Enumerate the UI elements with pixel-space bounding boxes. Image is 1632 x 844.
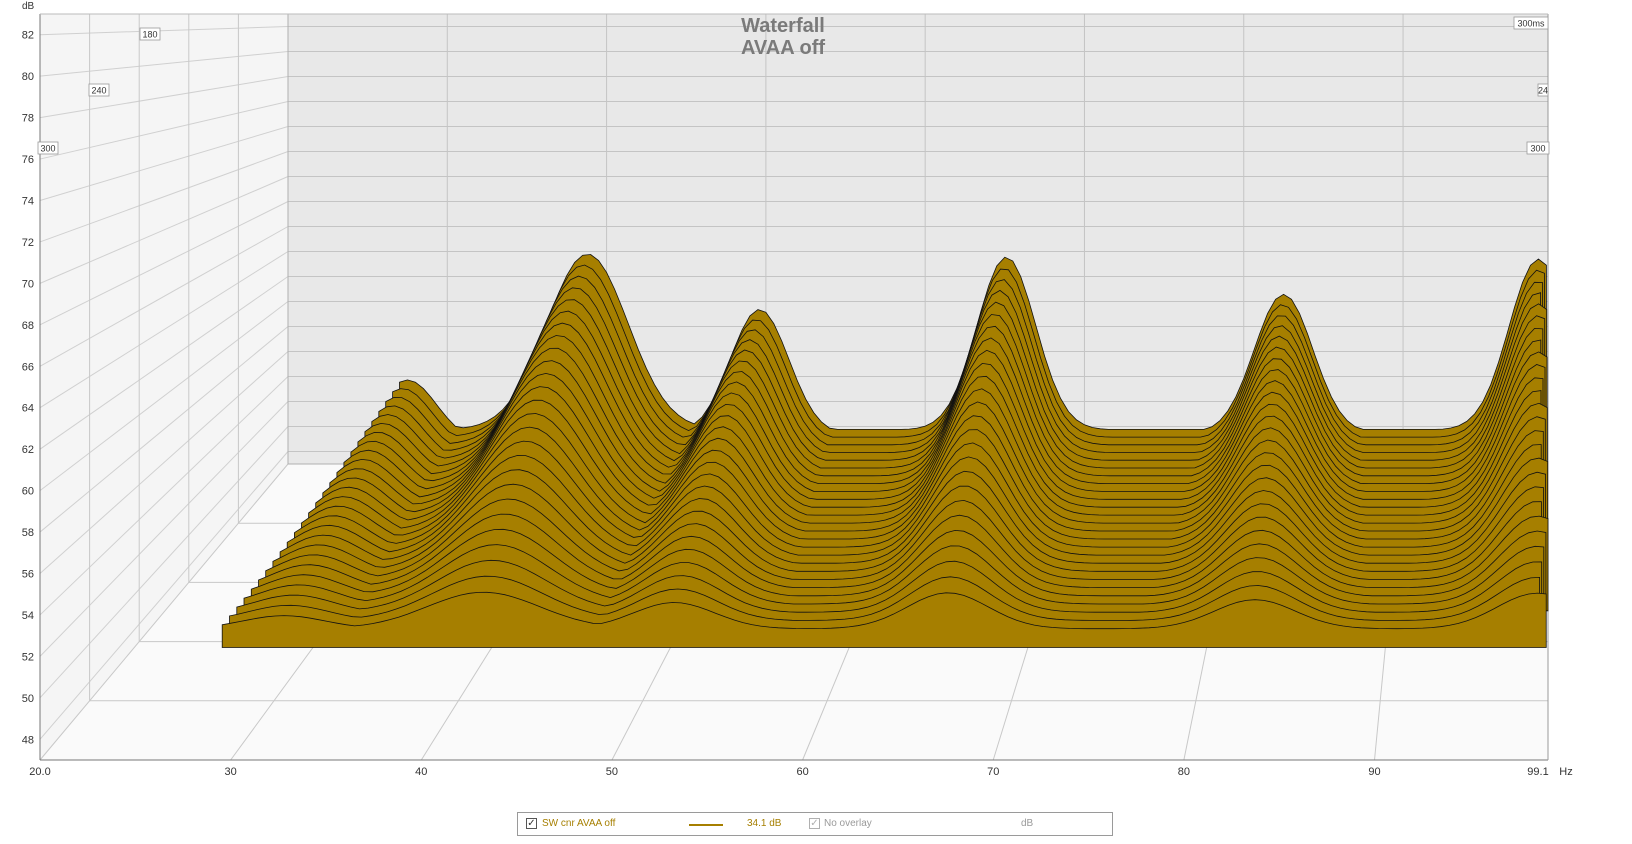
y-tick-label: 74 xyxy=(22,196,34,208)
wall-line-db xyxy=(39,451,289,740)
x-tick-label: 50 xyxy=(606,766,618,778)
wall-line-db xyxy=(39,176,289,284)
time-tag-right: 24 xyxy=(1538,86,1548,96)
y-tick-label: 62 xyxy=(22,444,34,456)
wall-line-db xyxy=(39,276,289,450)
wall-line-db xyxy=(39,301,289,492)
time-tag-left: 240 xyxy=(91,86,106,96)
wall-line-db xyxy=(39,376,289,616)
time-tag-right: 300 xyxy=(1530,144,1545,154)
legend-series-swatch xyxy=(689,824,723,826)
y-tick-label: 72 xyxy=(22,237,34,249)
y-tick-label: 80 xyxy=(22,71,34,83)
wall-line-db xyxy=(39,76,289,119)
y-axis-unit-label: dB xyxy=(22,1,35,12)
time-tag-left: 180 xyxy=(142,30,157,40)
waterfall-slice xyxy=(221,591,1547,648)
legend-series-value: 34.1 dB xyxy=(747,818,782,829)
y-tick-label: 52 xyxy=(22,651,34,663)
x-tick-label: 20.0 xyxy=(29,766,50,778)
wall-line-db xyxy=(39,151,289,243)
overlay-checkbox[interactable]: ✓ xyxy=(809,818,820,829)
y-tick-label: 64 xyxy=(22,403,34,415)
x-tick-label: 90 xyxy=(1368,766,1380,778)
time-tag-box xyxy=(1513,16,1549,30)
waterfall-slices xyxy=(221,254,1549,648)
y-tick-label: 54 xyxy=(22,610,34,622)
y-tick-label: 48 xyxy=(22,734,34,746)
y-tick-label: 56 xyxy=(22,569,34,581)
y-tick-label: 50 xyxy=(22,693,34,705)
time-tag-box xyxy=(1526,141,1550,155)
x-axis-unit-label: Hz xyxy=(1559,766,1572,778)
x-tick-label: 60 xyxy=(796,766,808,778)
wall-line-db xyxy=(39,26,289,36)
wall-line-db xyxy=(39,326,289,533)
legend-overlay-unit: dB xyxy=(1021,818,1034,829)
x-tick-label: 70 xyxy=(987,766,999,778)
series-checkbox[interactable]: ✓ xyxy=(526,818,537,829)
time-tag-box xyxy=(88,83,110,97)
left-wall xyxy=(40,14,288,760)
time-tag-box xyxy=(37,141,59,155)
y-tick-label: 82 xyxy=(22,30,34,42)
wall-line-db xyxy=(39,201,289,326)
wall-line-db xyxy=(39,426,289,699)
y-tick-label: 68 xyxy=(22,320,34,332)
chart-title: Waterfall xyxy=(741,15,825,37)
x-tick-label: 40 xyxy=(415,766,427,778)
y-tick-label: 58 xyxy=(22,527,34,539)
wall-line-db xyxy=(39,401,289,657)
time-tag-left: 300 xyxy=(40,144,55,154)
depth-frame xyxy=(89,14,1548,702)
legend-series-name: SW cnr AVAA off xyxy=(542,818,616,829)
wall-line-db xyxy=(39,226,289,367)
wall-line-db xyxy=(39,351,289,574)
x-tick-label: 30 xyxy=(225,766,237,778)
time-tag-box xyxy=(1537,83,1549,97)
wall-line-db xyxy=(39,126,289,201)
time-tag-box xyxy=(139,27,161,41)
y-tick-label: 78 xyxy=(22,113,34,125)
x-tick-label: 80 xyxy=(1178,766,1190,778)
legend-overlay-label: No overlay xyxy=(824,818,872,829)
x-tick-label: 99.1 xyxy=(1527,766,1548,778)
y-tick-label: 70 xyxy=(22,278,34,290)
chart-subtitle: AVAA off xyxy=(741,37,825,59)
y-tick-label: 60 xyxy=(22,486,34,498)
floor-line-hz xyxy=(39,463,289,761)
back-wall xyxy=(288,14,1548,464)
wall-line-db xyxy=(39,51,289,77)
legend-panel: ✓ SW cnr AVAA off 34.1 dB ✓ No overlay d… xyxy=(517,812,1113,836)
time-tag-right: 300ms xyxy=(1517,19,1545,29)
wall-line-db xyxy=(39,251,289,409)
y-tick-label: 76 xyxy=(22,154,34,166)
wall-line-db xyxy=(39,101,289,160)
y-tick-label: 66 xyxy=(22,361,34,373)
